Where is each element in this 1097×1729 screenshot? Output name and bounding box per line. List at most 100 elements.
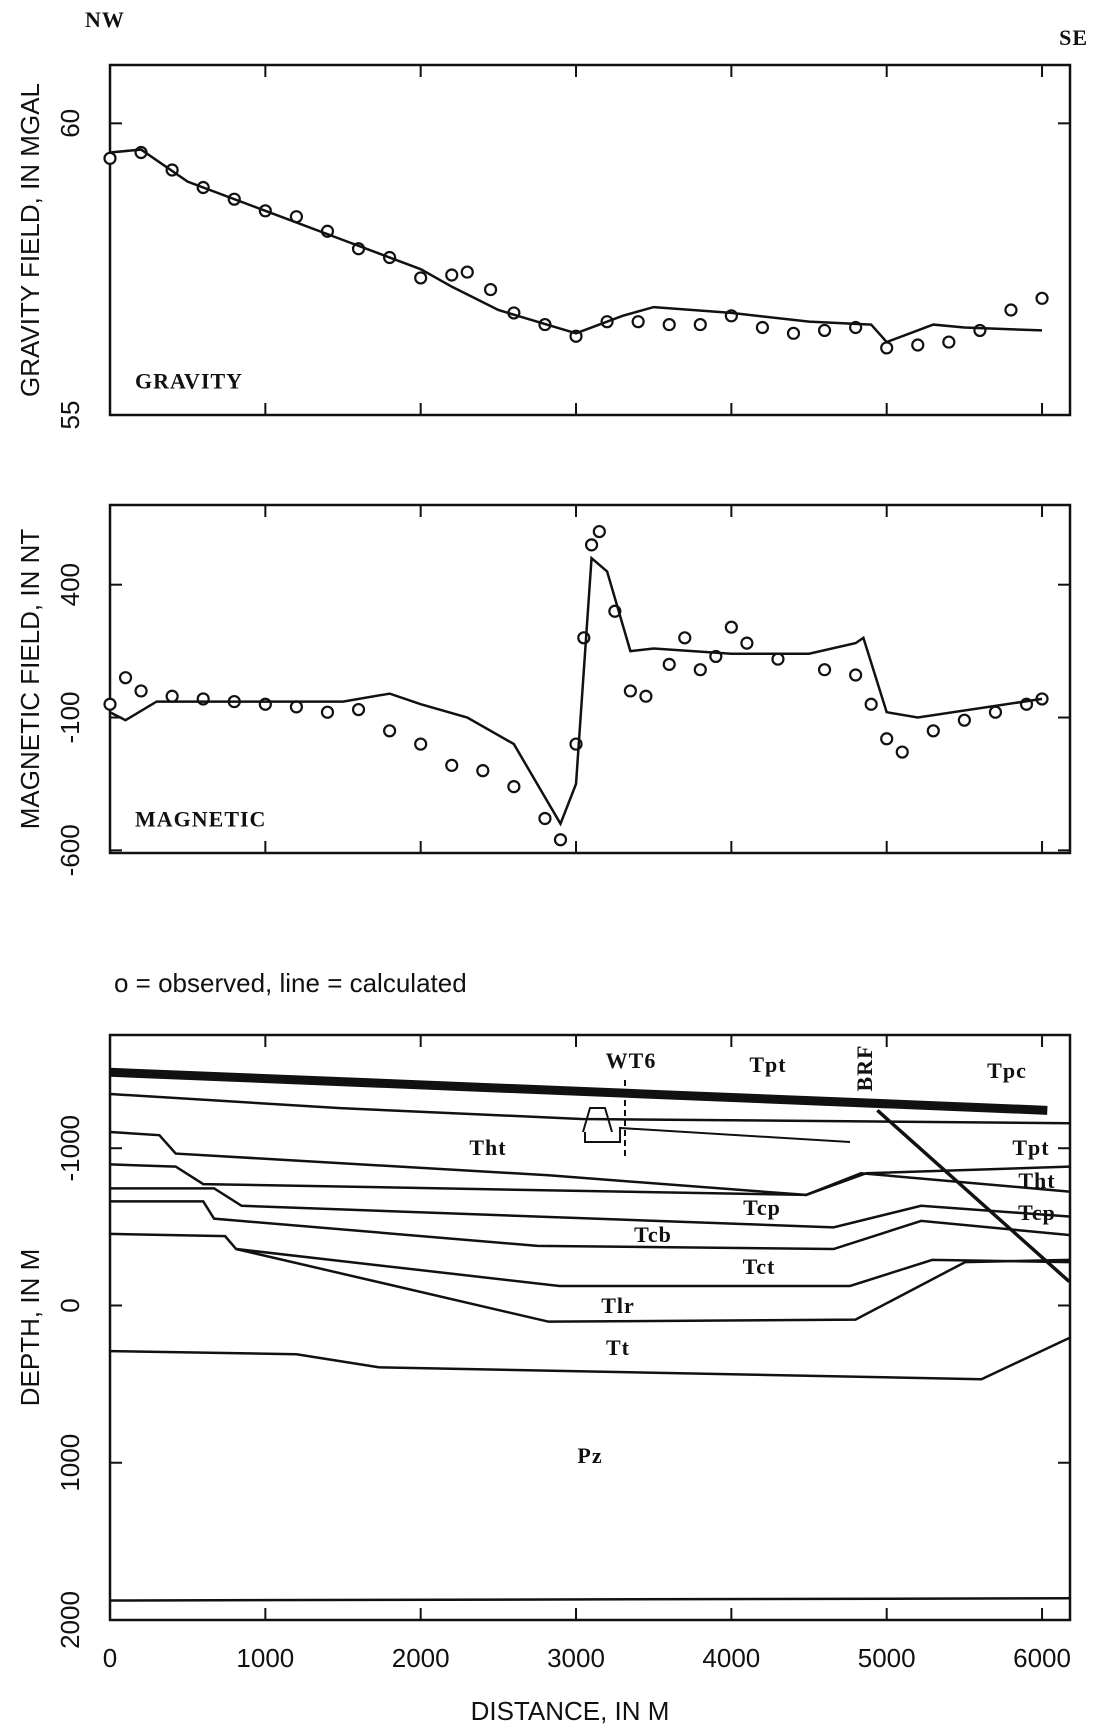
se-label: SE (1059, 25, 1088, 50)
observed-point (988, 705, 1003, 719)
unit-label: Tlr (601, 1293, 635, 1318)
observed-point (165, 689, 179, 703)
observed-point (678, 631, 692, 645)
observed-point (771, 652, 785, 666)
observed-point (1035, 291, 1049, 305)
observed-point (880, 341, 894, 355)
unit-label: Tht (469, 1135, 506, 1160)
unit-label: Tcb (634, 1222, 672, 1247)
unit-label: Tht (1018, 1168, 1055, 1193)
observed-point (445, 758, 459, 772)
observed-point (864, 697, 878, 711)
observed-point (577, 631, 591, 645)
x-tick-label: 2000 (392, 1643, 450, 1673)
observed-point (849, 668, 863, 682)
calculated-line (109, 555, 1043, 827)
y-axis-title: MAGNETIC FIELD, IN NT (15, 529, 45, 830)
observed-point (118, 671, 133, 685)
y-axis-title: GRAVITY FIELD, IN MGAL (15, 83, 45, 397)
y-tick-label: 1000 (55, 1434, 85, 1492)
layer-boundary (109, 1232, 1070, 1288)
layer-boundary (876, 1109, 1071, 1283)
x-tick-label: 4000 (702, 1643, 760, 1673)
observed-point (553, 833, 568, 847)
observed-point (383, 724, 397, 738)
layer-boundary (109, 1067, 1048, 1115)
observed-point (786, 326, 801, 340)
observed-point (445, 268, 459, 282)
observed-point (538, 811, 552, 826)
observed-point (942, 335, 956, 349)
y-tick-label: 55 (55, 401, 85, 430)
y-tick-label: -1000 (55, 1115, 85, 1182)
unit-label: WT6 (606, 1048, 657, 1073)
observed-point (880, 732, 894, 746)
observed-point (895, 745, 909, 759)
layer-boundary (109, 1336, 1070, 1381)
x-tick-label: 0 (103, 1643, 117, 1673)
observed-point (320, 705, 335, 719)
unit-label: Tpt (1012, 1135, 1049, 1160)
y-tick-label: 0 (55, 1298, 85, 1312)
observed-point (639, 689, 653, 703)
observed-point (460, 265, 474, 279)
observed-point (103, 697, 117, 711)
observed-point (584, 538, 599, 552)
observed-point (693, 317, 707, 332)
observed-point (414, 271, 428, 285)
observed-point (507, 779, 521, 794)
observed-point (134, 684, 148, 698)
observed-point (740, 636, 754, 650)
x-axis-title: DISTANCE, IN M (471, 1696, 670, 1726)
layer-boundary (109, 1597, 1070, 1602)
layer-boundary (109, 1163, 1070, 1197)
plot-frame (108, 1033, 1072, 1622)
calculated-line (109, 148, 1043, 344)
unit-label: BRF (852, 1045, 877, 1092)
observed-point (662, 657, 676, 671)
y-tick-label: 2000 (55, 1591, 85, 1649)
y-tick-label: -100 (55, 691, 85, 743)
observed-point (103, 151, 117, 165)
observed-point (351, 702, 366, 717)
observed-point (755, 320, 770, 335)
y-tick-label: 400 (55, 563, 85, 606)
observed-point (957, 713, 971, 727)
observed-point (817, 323, 832, 338)
plot-frame (108, 503, 1072, 855)
legend-note: o = observed, line = calculated (114, 968, 467, 998)
observed-point (483, 282, 498, 297)
observed-point (911, 338, 925, 352)
y-axis-title: DEPTH, IN M (15, 1249, 45, 1406)
observed-point (926, 724, 940, 738)
nw-label: NW (85, 7, 125, 32)
observed-point (592, 524, 606, 539)
unit-label: Tt (606, 1335, 630, 1360)
x-tick-label: 3000 (547, 1643, 605, 1673)
panel-label: GRAVITY (135, 369, 243, 394)
observed-point (693, 663, 707, 677)
observed-point (724, 620, 738, 634)
unit-label: Tct (743, 1254, 776, 1279)
layer-boundary (110, 1200, 1070, 1251)
unit-label: Tpc (987, 1058, 1027, 1083)
observed-point (662, 317, 676, 332)
layer-boundary (235, 1247, 1070, 1323)
unit-label: Tpt (749, 1052, 786, 1077)
x-tick-label: 5000 (858, 1643, 916, 1673)
panel-label: MAGNETIC (135, 807, 266, 832)
x-tick-label: 1000 (236, 1643, 294, 1673)
y-tick-label: -600 (55, 824, 85, 876)
unit-label: Tcp (1018, 1200, 1056, 1225)
unit-label: Tcp (743, 1195, 781, 1220)
observed-point (817, 663, 832, 677)
layer-boundary (110, 1187, 1070, 1229)
observed-point (623, 684, 637, 698)
observed-point (1004, 303, 1018, 317)
observed-point (289, 700, 304, 714)
plot-frame (108, 63, 1072, 417)
layer-boundary (109, 1092, 1070, 1125)
y-tick-label: 60 (55, 109, 85, 138)
